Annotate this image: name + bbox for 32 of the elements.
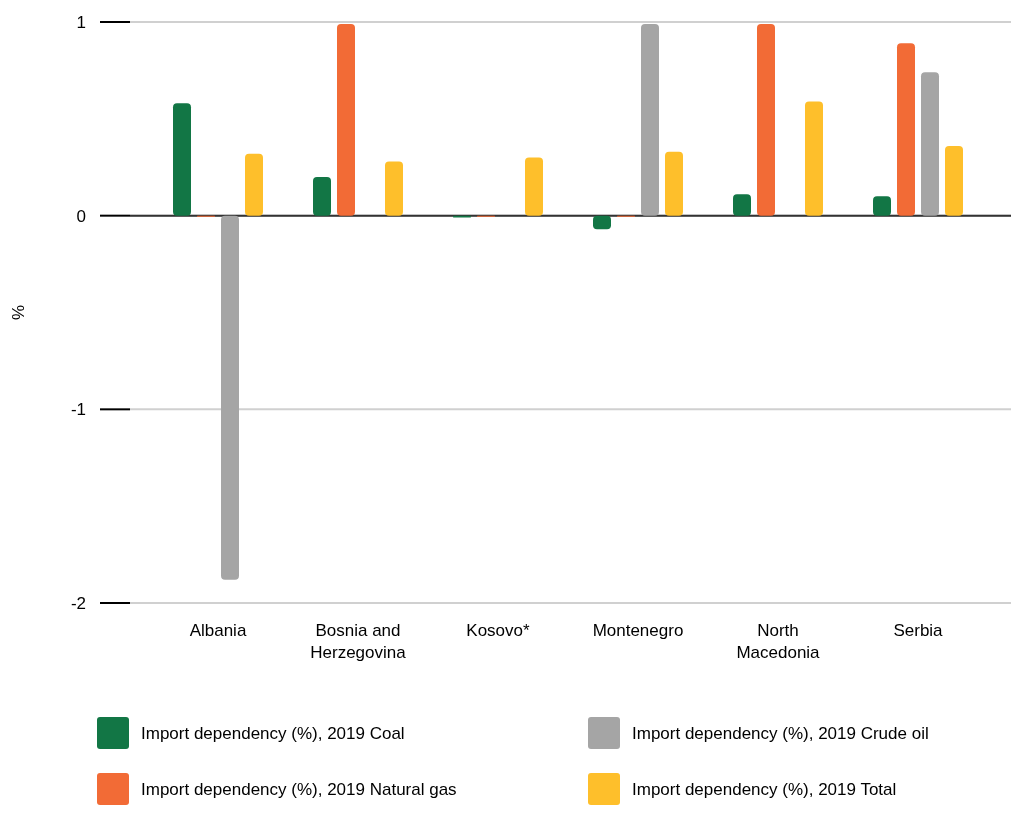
bar (385, 161, 403, 216)
bar (641, 23, 659, 216)
bar (245, 153, 263, 216)
y-tick-label: -1 (70, 400, 86, 420)
bar (873, 196, 891, 216)
bar (665, 151, 683, 216)
legend-label: Import dependency (%), 2019 Total (632, 779, 897, 799)
x-tick-label: Kosovo* (466, 621, 531, 640)
y-tick-label: 0 (76, 206, 86, 226)
bar (221, 215, 239, 580)
bar (525, 157, 543, 216)
legend-label: Import dependency (%), 2019 Coal (141, 723, 405, 743)
bar (897, 43, 915, 216)
bar (173, 103, 191, 216)
legend-label: Import dependency (%), 2019 Natural gas (141, 779, 457, 799)
bar (733, 194, 751, 216)
bar (921, 72, 939, 216)
bar (805, 101, 823, 216)
x-tick-label: Bosnia and Herzegovina (310, 621, 407, 662)
bar (313, 176, 331, 216)
y-tick-label: -2 (70, 593, 86, 613)
bar (337, 23, 355, 216)
x-tick-label: North Macedonia (736, 621, 821, 662)
legend-label: Import dependency (%), 2019 Crude oil (632, 723, 929, 743)
bar (593, 215, 611, 230)
y-tick-label: 1 (76, 12, 86, 32)
x-tick-label: Albania (189, 621, 247, 640)
x-tick-label: Serbia (893, 621, 944, 640)
bar (757, 23, 775, 216)
bar (945, 145, 963, 216)
y-axis-title: % (9, 304, 28, 321)
x-tick-label: Montenegro (592, 621, 684, 640)
